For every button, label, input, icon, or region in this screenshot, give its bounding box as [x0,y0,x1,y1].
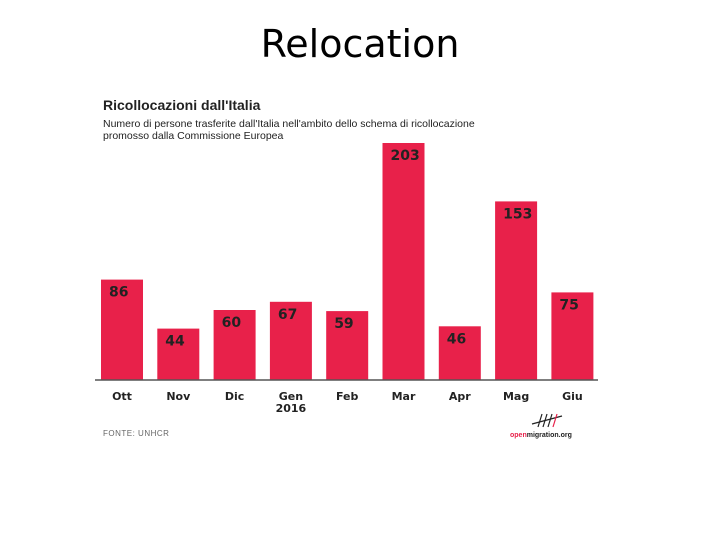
x-tick-dic: Dic [225,390,244,403]
data-label-apr: 46 [447,331,466,347]
brand-prefix: open [510,432,527,439]
brand-rest: migration.org [527,432,572,439]
bar-giu [551,292,594,380]
bar-feb [326,311,369,380]
brand-name: openmigration.org [510,432,572,439]
bars-group: 86 44 60 67 59 203 46 153 75 [101,143,594,380]
bar-mag [495,201,538,380]
data-label-mar: 203 [391,148,420,164]
chart-subtitle-line-1: Numero di persone trasferite dall'Italia… [103,118,475,130]
data-label-gen: 67 [278,307,297,323]
chart-title: Ricollocazioni dall'Italia [103,97,261,113]
bar-ott [101,279,143,380]
x-tick-mag: Mag [503,390,529,403]
data-label-ott: 86 [109,285,128,301]
x-tick-gen: Gen 2016 [276,390,307,415]
x-tick-feb: Feb [336,390,359,403]
bar-nov [157,328,200,380]
x-tick-labels: Ott Nov Dic Gen 2016 Feb Mar Apr Mag Giu [112,390,583,415]
data-label-nov: 44 [165,334,185,350]
data-label-feb: 59 [334,316,353,332]
chart-subtitle-line-2: promosso dalla Commissione Europea [103,130,283,142]
data-label-mag: 153 [503,206,532,222]
bar-apr [438,326,481,380]
source-note: FONTE: UNHCR [103,429,169,438]
openmigration-logo-icon [531,413,563,428]
slide-title: Relocation [260,22,460,66]
data-label-giu: 75 [559,297,578,313]
bar-dic [213,310,256,380]
x-tick-mar: Mar [392,390,416,403]
x-tick-ott: Ott [112,390,132,403]
x-tick-giu: Giu [562,390,583,403]
x-tick-nov: Nov [166,390,191,403]
bar-gen [269,301,312,380]
x-tick-apr: Apr [449,390,471,403]
data-label-dic: 60 [222,315,242,331]
bar-mar [382,143,425,380]
